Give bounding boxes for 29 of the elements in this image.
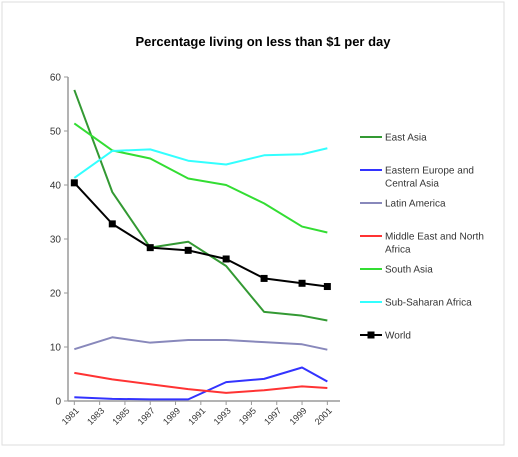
y-tick-label: 50	[50, 126, 62, 138]
y-tick-label: 60	[50, 72, 62, 84]
legend-label: Middle East and North Africa	[385, 232, 484, 256]
point	[184, 246, 192, 254]
y-tick-label: 40	[50, 180, 62, 192]
y-tick-label: 20	[50, 288, 62, 300]
line-series	[73, 336, 328, 351]
point	[260, 274, 268, 282]
point	[70, 179, 78, 186]
legend-label: Latin America	[385, 198, 446, 210]
point	[324, 283, 331, 290]
y-tick-label: 0	[55, 396, 62, 408]
y-tick-label: 10	[50, 342, 62, 354]
line-series	[73, 122, 328, 234]
line-series	[73, 366, 328, 400]
legend-label: Sub-Saharan Africa	[385, 298, 472, 308]
point	[298, 280, 306, 287]
line-series	[73, 88, 328, 322]
legend-label: World	[385, 330, 411, 342]
chart-title: Percentage living on less than $1 per day	[135, 34, 392, 49]
legend-label: Eastern Europe and Central Asia	[385, 166, 474, 190]
point	[146, 244, 154, 252]
point	[222, 255, 230, 262]
line-series	[73, 147, 328, 179]
line-series	[73, 372, 328, 394]
legend-label: East Asia	[385, 132, 428, 144]
y-tick-label: 30	[50, 234, 62, 246]
legend-label: South Asia	[385, 264, 434, 276]
point	[108, 220, 116, 228]
